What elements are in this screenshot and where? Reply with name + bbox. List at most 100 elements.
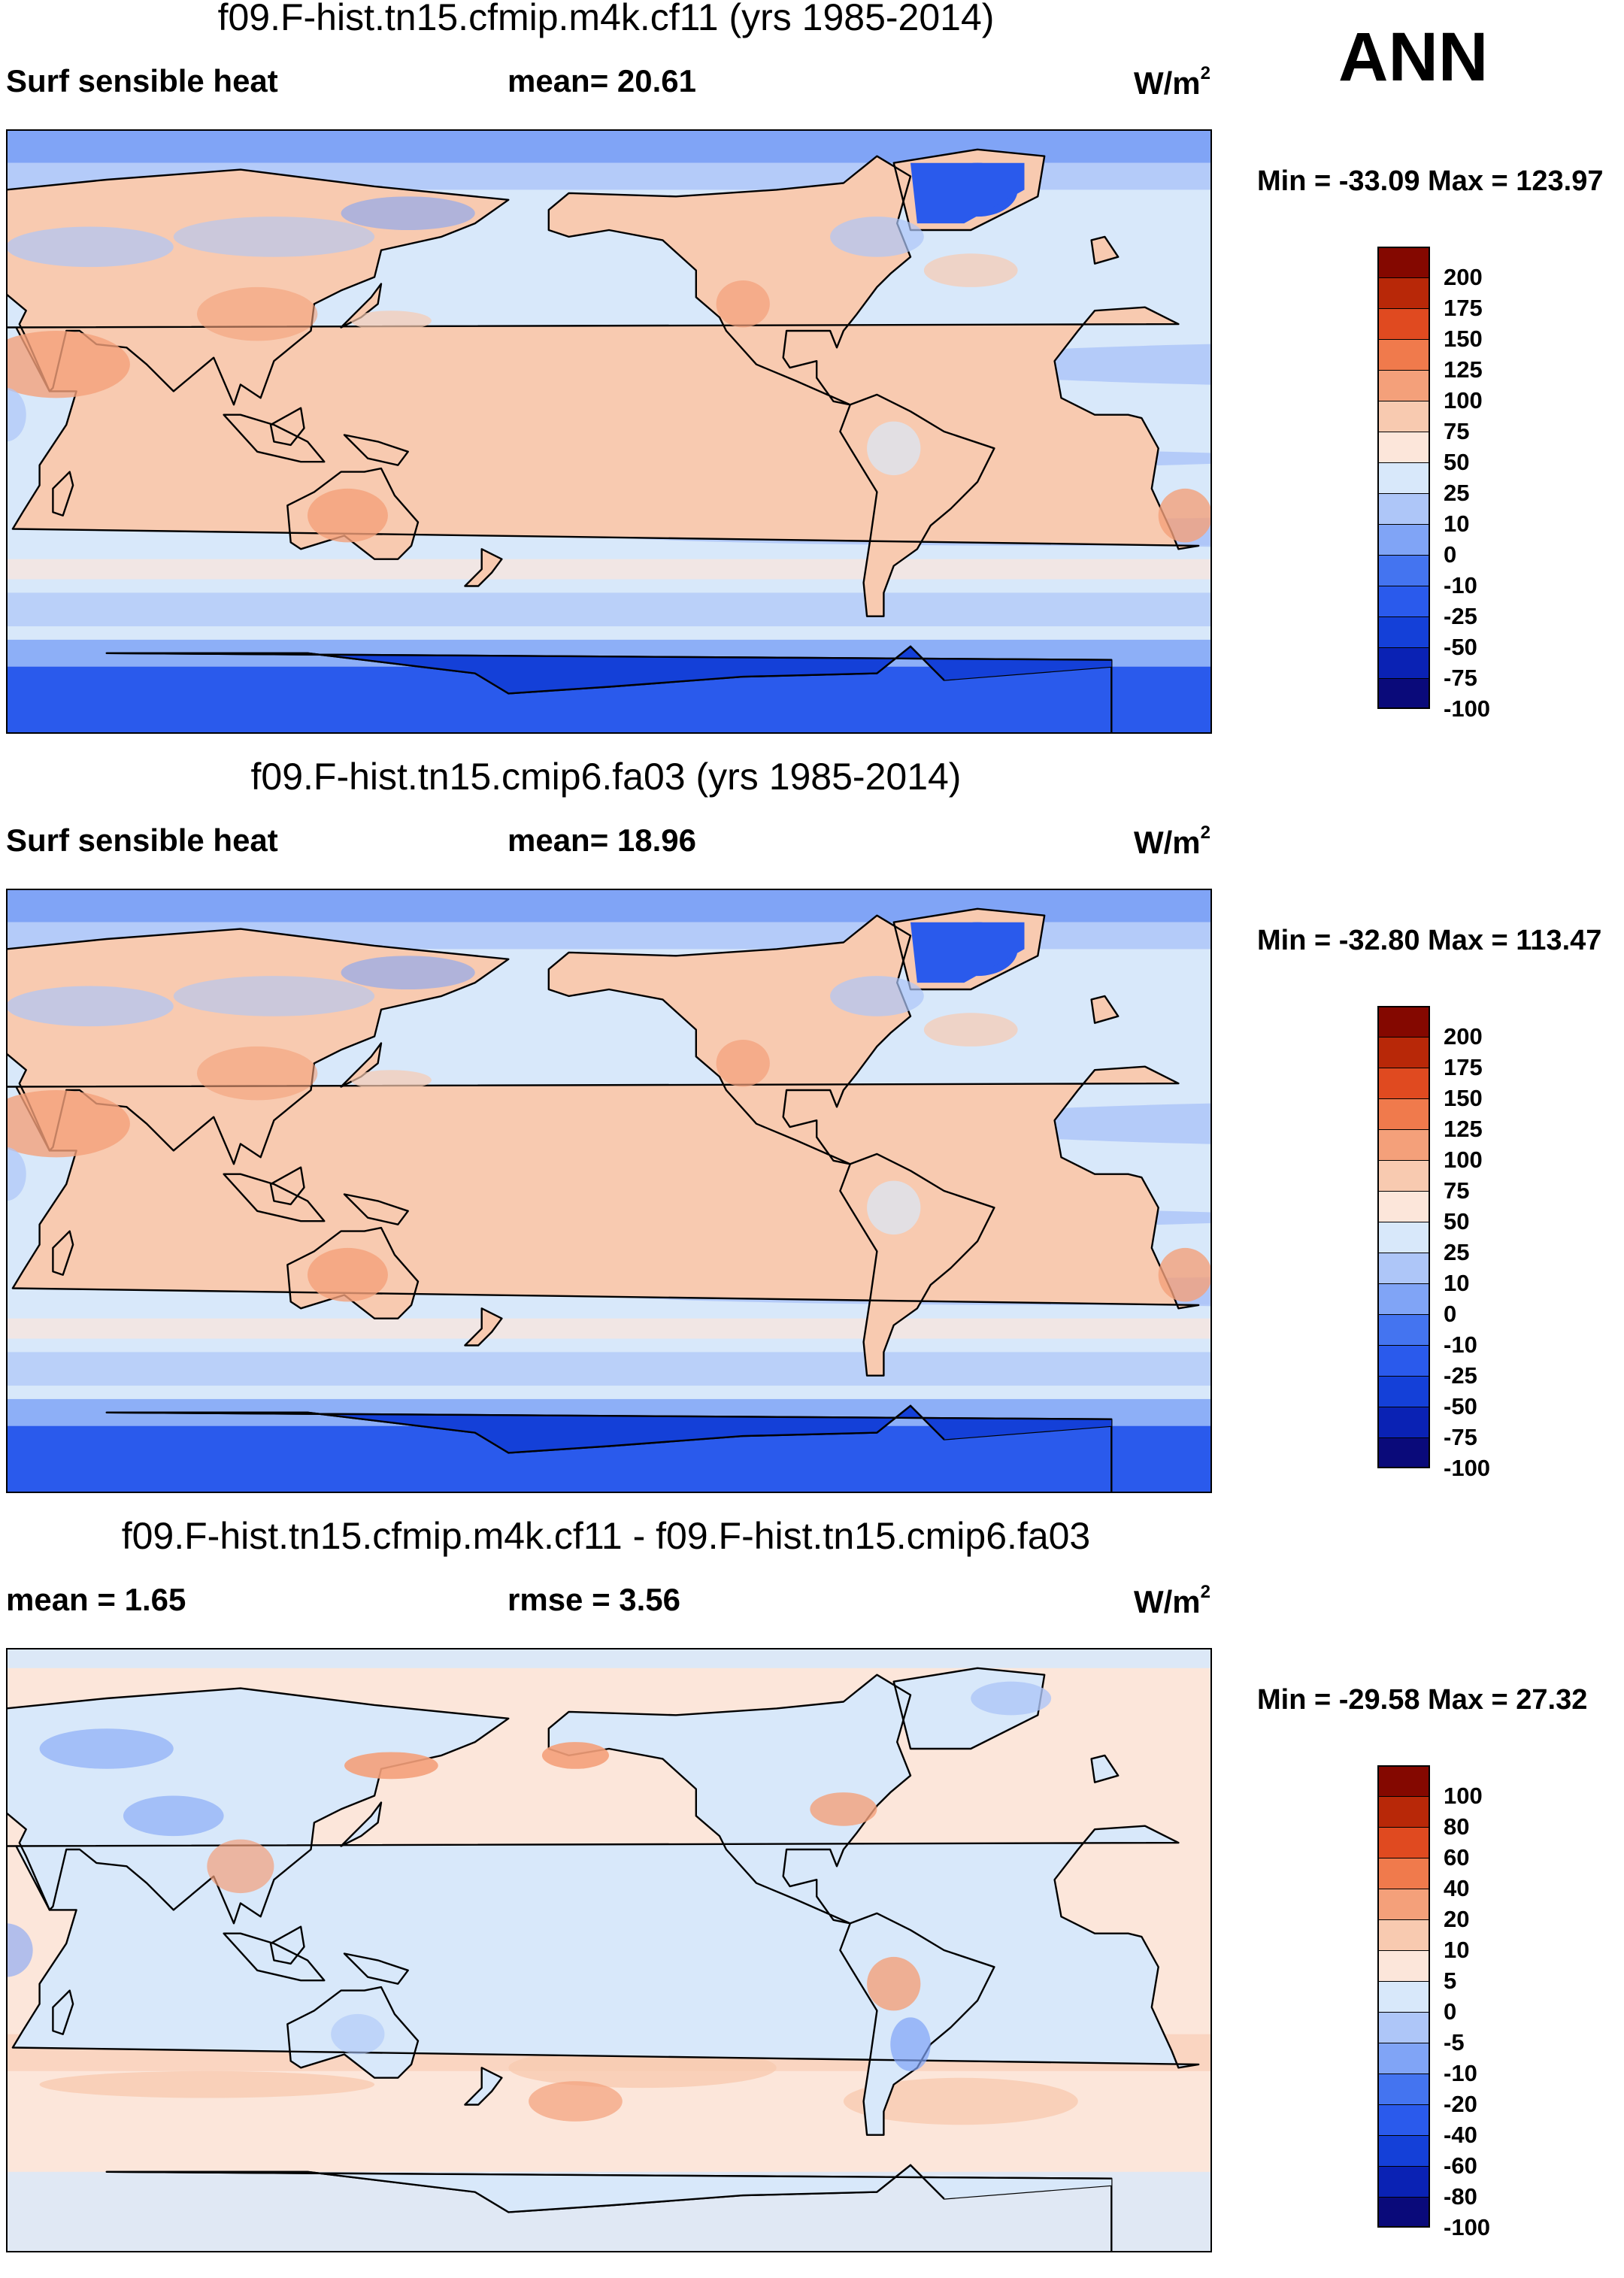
colorbar-swatch: [1377, 1098, 1430, 1129]
colorbar-swatch: [1377, 1827, 1430, 1858]
panel-difference: f09.F-hist.tn15.cfmip.m4k.cf11 - f09.F-h…: [0, 1515, 1624, 2278]
colorbar-swatch: [1377, 1283, 1430, 1314]
colorbar-tick-label: -20: [1444, 2091, 1477, 2117]
colorbar-swatch: [1377, 1345, 1430, 1376]
colorbar-swatch: [1377, 247, 1430, 277]
colorbar-tick-label: -75: [1444, 1424, 1477, 1450]
colorbar-tick-label: 60: [1444, 1844, 1470, 1871]
colorbar-tick-label: -100: [1444, 695, 1491, 722]
colorbar-tick-label: -40: [1444, 2122, 1477, 2148]
colorbar-tick-label: 100: [1444, 1783, 1483, 1809]
colorbar-swatch: [1377, 1950, 1430, 1981]
colorbar-swatch: [1377, 1191, 1430, 1222]
colorbar-tick-label: -50: [1444, 634, 1477, 660]
mean-label: mean= 20.61: [508, 63, 697, 98]
colorbar-tick-label: -60: [1444, 2152, 1477, 2179]
colorbar-swatch: [1377, 2043, 1430, 2074]
colorbar-swatch: [1377, 1037, 1430, 1068]
colorbar-swatch: [1377, 2074, 1430, 2104]
colorbar-swatch: [1377, 2104, 1430, 2135]
world-map: [6, 889, 1212, 1493]
colorbar-swatch: [1377, 1129, 1430, 1160]
unit-label: W/m2: [1133, 63, 1210, 101]
colorbar-tick-label: 75: [1444, 1177, 1470, 1204]
colorbar-tick-label: 40: [1444, 1875, 1470, 1901]
colorbar-tick-label: -25: [1444, 1362, 1477, 1389]
colorbar-swatch: [1377, 678, 1430, 709]
colorbar-swatch: [1377, 616, 1430, 647]
world-map: [6, 129, 1212, 734]
colorbar-swatch: [1377, 647, 1430, 678]
colorbar-tick-label: -5: [1444, 2029, 1465, 2055]
colorbar-tick-label: 5: [1444, 1968, 1457, 1994]
colorbar-swatch: [1377, 2135, 1430, 2166]
colorbar-swatch: [1377, 1889, 1430, 1919]
colorbar-swatch: [1377, 493, 1430, 524]
colorbar-tick-label: 0: [1444, 1301, 1457, 1327]
colorbar-tick-label: 200: [1444, 1023, 1483, 1050]
colorbar-frame: [1377, 247, 1430, 709]
colorbar-swatch: [1377, 432, 1430, 462]
colorbar-swatch: [1377, 1314, 1430, 1345]
colorbar-tick-label: -10: [1444, 1331, 1477, 1358]
colorbar-swatch: [1377, 1222, 1430, 1253]
colorbar-tick-label: 0: [1444, 1998, 1457, 2025]
min-max-label: Min = -32.80 Max = 113.47: [1257, 925, 1602, 956]
colorbar-tick-label: 50: [1444, 1208, 1470, 1234]
colorbar-tick-label: 10: [1444, 1937, 1470, 1963]
panel-title: f09.F-hist.tn15.cfmip.m4k.cf11 (yrs 1985…: [217, 0, 995, 38]
colorbar-tick-label: 175: [1444, 1054, 1483, 1080]
colorbar-tick-label: 20: [1444, 1906, 1470, 1932]
colorbar-tick-label: 175: [1444, 295, 1483, 321]
colorbar-tick-label: -75: [1444, 665, 1477, 691]
colorbar-tick-label: 10: [1444, 1270, 1470, 1296]
colorbar-tick-label: 75: [1444, 418, 1470, 444]
colorbar-swatch: [1377, 586, 1430, 616]
colorbar-swatch: [1377, 1160, 1430, 1191]
colorbar-tick-label: 125: [1444, 1116, 1483, 1142]
colorbar-tick-label: -80: [1444, 2183, 1477, 2210]
colorbar-tick-label: 100: [1444, 387, 1483, 413]
panel-title: f09.F-hist.tn15.cmip6.fa03 (yrs 1985-201…: [250, 756, 962, 798]
colorbar-tick-label: 150: [1444, 1085, 1483, 1111]
colorbar-swatch: [1377, 1253, 1430, 1283]
colorbar-frame: [1377, 1765, 1430, 2228]
unit-label: W/m2: [1133, 1582, 1210, 1619]
colorbar-swatch: [1377, 462, 1430, 493]
colorbar-tick-label: 25: [1444, 1239, 1470, 1265]
variable-label: Surf sensible heat: [6, 822, 278, 858]
colorbar-tick-label: 125: [1444, 356, 1483, 383]
unit-label: W/m2: [1133, 822, 1210, 860]
panel-test-case: f09.F-hist.tn15.cfmip.m4k.cf11 (yrs 1985…: [0, 0, 1624, 759]
colorbar-tick-label: -50: [1444, 1393, 1477, 1419]
colorbar-swatch: [1377, 2166, 1430, 2197]
colorbar-swatch: [1377, 1796, 1430, 1827]
colorbar-swatch: [1377, 277, 1430, 308]
colorbar-tick-label: -25: [1444, 603, 1477, 629]
panel-control-case: f09.F-hist.tn15.cmip6.fa03 (yrs 1985-201…: [0, 756, 1624, 1519]
colorbar-swatch: [1377, 1437, 1430, 1468]
mean-label: mean = 1.65: [6, 1582, 186, 1617]
colorbar-frame: [1377, 1006, 1430, 1468]
panel-title: f09.F-hist.tn15.cfmip.m4k.cf11 - f09.F-h…: [121, 1515, 1091, 1557]
colorbar-tick-label: -10: [1444, 572, 1477, 598]
colorbar-swatch: [1377, 2012, 1430, 2043]
colorbar-swatch: [1377, 401, 1430, 432]
colorbar-tick-label: 10: [1444, 510, 1470, 537]
colorbar-swatch: [1377, 339, 1430, 370]
colorbar-swatch: [1377, 1981, 1430, 2012]
colorbar-tick-label: -100: [1444, 1455, 1491, 1481]
mean-label: mean= 18.96: [508, 822, 697, 858]
colorbar-swatch: [1377, 1765, 1430, 1796]
colorbar-tick-label: 80: [1444, 1813, 1470, 1840]
colorbar-swatch: [1377, 308, 1430, 339]
colorbar-tick-label: 0: [1444, 541, 1457, 568]
colorbar-swatch: [1377, 1407, 1430, 1437]
colorbar-swatch: [1377, 1376, 1430, 1407]
colorbar-tick-label: 25: [1444, 480, 1470, 506]
min-max-label: Min = -33.09 Max = 123.97: [1257, 165, 1604, 197]
colorbar-tick-label: -10: [1444, 2060, 1477, 2086]
colorbar-tick-label: 200: [1444, 264, 1483, 290]
world-map: [6, 1648, 1212, 2252]
colorbar-swatch: [1377, 555, 1430, 586]
